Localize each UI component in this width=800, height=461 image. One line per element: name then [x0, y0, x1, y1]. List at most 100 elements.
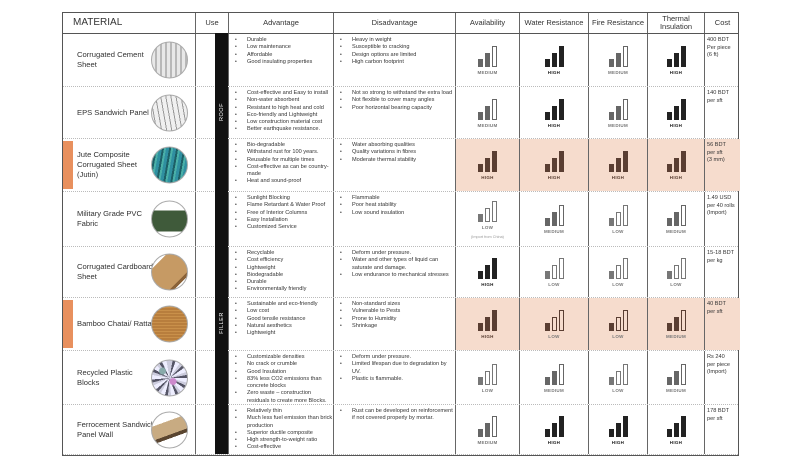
- disadvantage-cell: Not so strong to withstand the extra loa…: [334, 87, 456, 138]
- rating-bar: [608, 271, 614, 279]
- availability-rating: MEDIUM: [456, 34, 519, 86]
- table-row: Military Grade PVC Fabric Sunlight Blocki…: [63, 192, 738, 247]
- rating-bar: [551, 422, 557, 437]
- thermal-insulation-rating: HIGH: [648, 405, 704, 454]
- rating-bar: [485, 317, 490, 331]
- rating-level: LOW: [612, 282, 624, 287]
- material-image-pvc-fabric-tent: [151, 200, 188, 238]
- rating-level: HIGH: [669, 439, 683, 445]
- header-thermal-insulation: Thermal Insulation: [648, 13, 705, 33]
- advantage-item: Environmentally friendly: [233, 286, 333, 294]
- disadvantage-cell: Non-standard sizesVulnerable to PestsPro…: [334, 298, 456, 350]
- fire-resistance-cell: LOW: [589, 298, 648, 350]
- water-resistance-cell: MEDIUM: [520, 192, 589, 246]
- fire-resistance-cell: MEDIUM: [589, 34, 648, 86]
- advantage-item: Eco-friendly and Lightweight: [233, 112, 333, 120]
- header-availability: Availability: [456, 13, 520, 33]
- rating-bar: [485, 370, 490, 385]
- rating-bar: [492, 258, 497, 279]
- rating-bar: [680, 98, 686, 120]
- availability-rating: LOW (Import from China): [456, 192, 519, 246]
- rating-bar: [680, 151, 686, 172]
- thermal-insulation-cell: HIGH: [648, 34, 705, 86]
- fire-resistance-cell: LOW: [589, 247, 648, 297]
- disadvantage-item: Low sound insulation: [338, 210, 455, 218]
- fire-resistance-rating: LOW: [589, 351, 647, 404]
- advantages-list: Customizable densitiesNo crack or crumbl…: [229, 351, 333, 404]
- rating-bar: [608, 376, 614, 385]
- advantage-item: Lightweight: [233, 265, 333, 273]
- rating-bar: [608, 164, 614, 172]
- use-band-roof: ROOF: [215, 33, 228, 191]
- advantage-item: Resistant to high heat and cold: [233, 105, 333, 113]
- advantage-item: Low cost: [233, 308, 333, 316]
- advantage-item: Natural aesthetics: [233, 323, 333, 331]
- advantage-cell: DurableLow maintenanceAffordableGood ins…: [229, 34, 334, 86]
- rating-bar: [551, 212, 557, 226]
- water-resistance-cell: HIGH: [520, 139, 589, 191]
- rating-bar: [622, 415, 628, 437]
- rating-bar: [478, 271, 483, 279]
- advantages-list: Relatively thinMuch less fuel emission t…: [229, 405, 333, 452]
- rating-bar: [680, 415, 686, 437]
- cost-line: 15-18 BDT: [707, 250, 735, 256]
- header-water-resistance: Water Resistance: [520, 13, 589, 33]
- rating-bar: [608, 323, 614, 331]
- advantage-item: Good Insulation: [233, 369, 333, 377]
- fire-resistance-cell: HIGH: [589, 139, 648, 191]
- advantage-item: Non-water absorbent: [233, 97, 333, 105]
- rating-bar: [558, 258, 564, 279]
- disadvantage-cell: Heavy in weightSusceptible to crackingDe…: [334, 34, 456, 86]
- fire-resistance-cell: HIGH: [589, 405, 648, 454]
- rating-level: HIGH: [547, 439, 561, 445]
- table-header: MATERIAL Use Advantage Disadvantage Availabi…: [63, 13, 738, 34]
- signal-bars-icon: [608, 309, 628, 331]
- advantage-item: Sustainable and eco-friendly: [233, 301, 333, 309]
- thermal-insulation-cell: HIGH: [648, 87, 705, 138]
- rating-bar: [666, 428, 672, 437]
- cost-cell: 40 BDT per sft: [705, 298, 740, 350]
- disadvantage-cell: Deform under pressure.Limited lifespan d…: [334, 351, 456, 404]
- material-cell: Corrugated Cardboard Sheet: [63, 247, 196, 297]
- rating-bar: [622, 310, 628, 331]
- rating-level: HIGH: [669, 70, 683, 75]
- rating-bar: [485, 158, 490, 172]
- signal-bars-icon: [478, 415, 497, 437]
- disadvantage-item: Prone to Humidity: [338, 316, 455, 324]
- table-row: Recycled Plastic Blocks Customizable dens…: [63, 351, 738, 405]
- header-fire-resistance: Fire Resistance: [589, 13, 648, 33]
- availability-cell: LOW: [456, 351, 520, 404]
- rating-bar: [492, 46, 497, 67]
- water-resistance-rating: HIGH: [520, 87, 588, 138]
- advantages-list: Sustainable and eco-friendlyLow costGood…: [229, 298, 333, 338]
- advantage-item: Bio-degradable: [233, 142, 333, 150]
- rating-bar: [622, 363, 628, 385]
- advantage-item: Relatively thin: [233, 408, 333, 416]
- rating-bar: [673, 158, 679, 172]
- rating-bar: [680, 205, 686, 226]
- advantage-cell: RecyclableCost efficiencyLightweightBiod…: [229, 247, 334, 297]
- fire-resistance-rating: HIGH: [589, 405, 647, 454]
- rating-bar: [558, 205, 564, 226]
- disadvantage-item: Susceptible to cracking: [338, 44, 455, 52]
- disadvantage-item: Limited lifespan due to degradation by U…: [338, 361, 455, 376]
- rating-bar: [551, 53, 557, 67]
- material-cell: Military Grade PVC Fabric: [63, 192, 196, 246]
- advantage-item: Superior ductile composite: [233, 430, 333, 438]
- availability-rating: HIGH: [456, 298, 519, 350]
- advantage-item: Zero waste – construction residuals to c…: [233, 390, 333, 404]
- fire-resistance-rating: MEDIUM: [589, 34, 647, 86]
- rating-bar: [666, 271, 672, 279]
- advantage-cell: Customizable densitiesNo crack or crumbl…: [229, 351, 334, 404]
- advantage-item: No crack or crumble: [233, 361, 333, 369]
- rating-bar: [492, 200, 497, 222]
- rating-level: HIGH: [669, 175, 683, 180]
- disadvantages-list: Deform under pressure.Water and other ty…: [334, 247, 455, 279]
- signal-bars-icon: [608, 363, 628, 385]
- rating-bar: [622, 98, 628, 120]
- availability-note: (Import from China): [471, 234, 504, 239]
- rating-level: MEDIUM: [607, 70, 629, 75]
- advantages-list: RecyclableCost efficiencyLightweightBiod…: [229, 247, 333, 294]
- material-cell: Recycled Plastic Blocks: [63, 351, 196, 404]
- advantage-item: Biodegradable: [233, 272, 333, 280]
